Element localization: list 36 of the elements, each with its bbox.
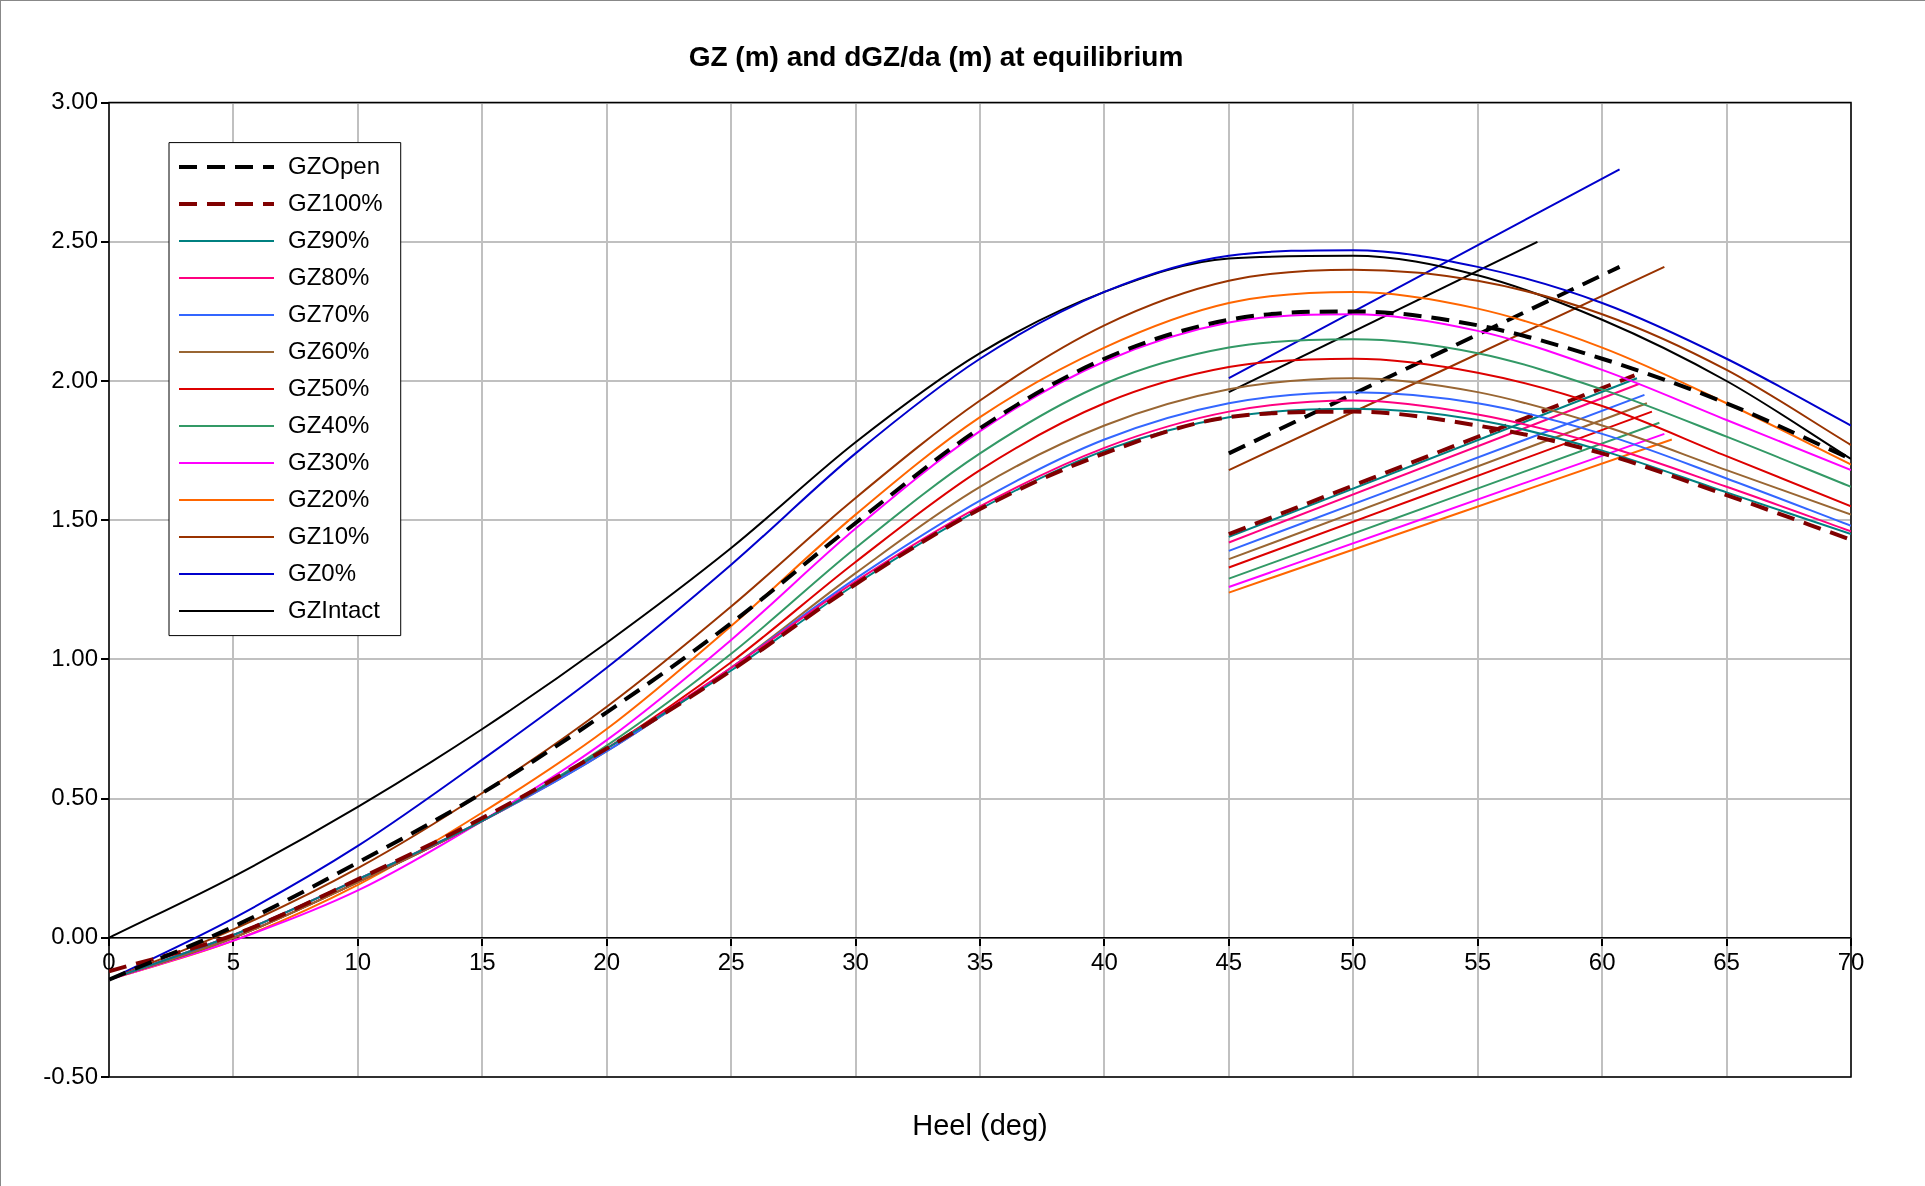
x-axis-title: Heel (deg) [912,1108,1048,1141]
legend-label: GZ100% [288,188,383,216]
legend-label: GZIntact [288,595,381,623]
legend-label: GZ40% [288,410,370,438]
y-tick-label: 3.00 [51,87,98,115]
x-tick-label: 65 [1713,947,1740,975]
legend-label: GZ20% [288,484,370,512]
x-tick-label: 20 [593,947,621,975]
y-tick-label: 0.50 [51,783,98,811]
x-tick-label: 10 [344,947,372,975]
legend-label: GZ10% [288,521,370,549]
x-tick-label: 5 [226,947,241,975]
y-tick-label: 2.00 [51,365,98,393]
x-tick-label: 50 [1339,947,1367,975]
legend-label: GZ70% [288,299,370,327]
y-tick-label: 0.00 [51,922,98,950]
x-tick-label: 15 [468,947,496,975]
x-tick-label: 55 [1464,947,1492,975]
legend-label: GZOpen [288,151,381,179]
chart-title: GZ (m) and dGZ/da (m) at equilibrium [688,40,1184,72]
legend-label: GZ0% [288,558,357,586]
legend-label: GZ30% [288,447,370,475]
y-tick-label: -0.50 [43,1061,98,1089]
x-tick-label: 45 [1215,947,1243,975]
y-tick-label: 1.50 [51,504,98,532]
x-tick-label: 40 [1091,947,1118,975]
x-tick-label: 25 [717,947,745,975]
x-tick-label: 30 [842,947,869,975]
legend-label: GZ80% [288,262,370,290]
x-tick-label: 60 [1588,947,1616,975]
y-tick-label: 2.50 [51,226,98,254]
y-tick-label: 1.00 [51,644,98,672]
legend-label: GZ60% [288,336,370,364]
legend-label: GZ90% [288,225,370,253]
legend-label: GZ50% [288,373,370,401]
x-tick-label: 35 [966,947,994,975]
